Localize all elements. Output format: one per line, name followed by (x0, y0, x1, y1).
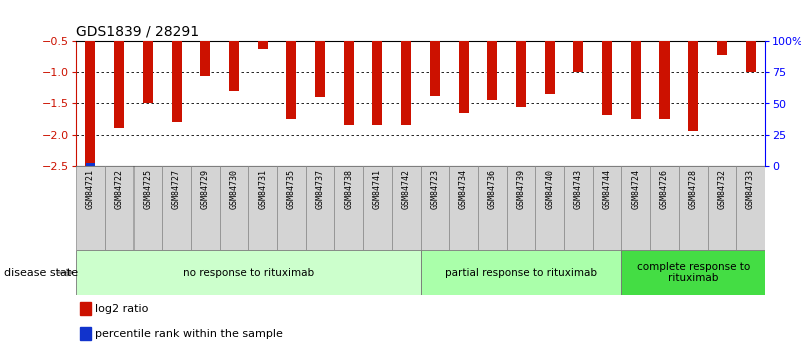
Text: GSM84723: GSM84723 (430, 169, 440, 209)
Bar (650, 166, 678, 250)
Text: GSM84721: GSM84721 (86, 169, 95, 209)
Bar (535, 166, 564, 250)
Bar (191, 166, 219, 250)
Bar (630, 10, 641, 119)
Bar (344, 10, 354, 125)
Text: GSM84735: GSM84735 (287, 169, 296, 209)
Bar (688, 10, 698, 131)
Text: log2 ratio: log2 ratio (95, 304, 149, 314)
Bar (564, 166, 593, 250)
Text: GSM84736: GSM84736 (488, 169, 497, 209)
Bar (79, 327, 91, 341)
Text: partial response to rituximab: partial response to rituximab (445, 268, 597, 277)
Text: GSM84741: GSM84741 (373, 169, 382, 209)
Bar (334, 166, 363, 250)
Text: GSM84728: GSM84728 (689, 169, 698, 209)
Bar (315, 10, 325, 97)
FancyBboxPatch shape (421, 250, 622, 295)
Bar (487, 10, 497, 100)
Bar (372, 10, 383, 125)
Bar (277, 166, 306, 250)
Bar (717, 10, 727, 55)
Bar (622, 166, 650, 250)
Bar (478, 166, 506, 250)
Text: GSM84726: GSM84726 (660, 169, 669, 209)
Bar (678, 166, 707, 250)
Text: complete response to
rituximab: complete response to rituximab (637, 262, 750, 283)
Bar (421, 166, 449, 250)
Text: GSM84738: GSM84738 (344, 169, 353, 209)
Bar (258, 10, 268, 49)
Bar (200, 10, 211, 76)
Bar (363, 166, 392, 250)
Text: GSM84724: GSM84724 (631, 169, 640, 209)
Text: GSM84743: GSM84743 (574, 169, 583, 209)
Text: GSM84733: GSM84733 (746, 169, 755, 209)
Bar (707, 166, 736, 250)
Text: no response to rituximab: no response to rituximab (183, 268, 314, 277)
Bar (219, 166, 248, 250)
Text: GSM84737: GSM84737 (316, 169, 324, 209)
Bar (134, 166, 162, 250)
Bar (506, 166, 535, 250)
Bar (458, 10, 469, 113)
Bar (401, 10, 411, 125)
Text: percentile rank within the sample: percentile rank within the sample (95, 329, 284, 339)
Text: disease state: disease state (4, 268, 78, 277)
Bar (286, 10, 296, 119)
Bar (593, 166, 622, 250)
Text: GSM84732: GSM84732 (718, 169, 727, 209)
Bar (162, 166, 191, 250)
Bar (736, 166, 765, 250)
Text: GSM84731: GSM84731 (258, 169, 268, 209)
Bar (306, 166, 334, 250)
Bar (171, 10, 182, 122)
Text: GSM84740: GSM84740 (545, 169, 554, 209)
FancyBboxPatch shape (622, 250, 765, 295)
FancyBboxPatch shape (76, 250, 421, 295)
Text: GSM84742: GSM84742 (401, 169, 411, 209)
Bar (602, 10, 612, 115)
Text: GSM84734: GSM84734 (459, 169, 468, 209)
Text: GSM84744: GSM84744 (602, 169, 612, 209)
Bar (229, 10, 239, 91)
Bar (76, 166, 105, 250)
Bar (430, 10, 440, 96)
Text: GSM84729: GSM84729 (201, 169, 210, 209)
Text: GDS1839 / 28291: GDS1839 / 28291 (76, 25, 199, 39)
Bar (86, 163, 95, 166)
Bar (143, 10, 153, 104)
Bar (86, 10, 95, 166)
Text: GSM84725: GSM84725 (143, 169, 152, 209)
Bar (659, 10, 670, 119)
Bar (248, 166, 277, 250)
Bar (114, 10, 124, 128)
Bar (574, 10, 583, 72)
Text: GSM84739: GSM84739 (517, 169, 525, 209)
Text: GSM84722: GSM84722 (115, 169, 123, 209)
Text: GSM84727: GSM84727 (172, 169, 181, 209)
Bar (392, 166, 421, 250)
Bar (105, 166, 134, 250)
Bar (746, 10, 755, 72)
Bar (79, 303, 91, 315)
Bar (545, 10, 555, 94)
Text: GSM84730: GSM84730 (229, 169, 239, 209)
Bar (516, 10, 526, 107)
Bar (449, 166, 478, 250)
